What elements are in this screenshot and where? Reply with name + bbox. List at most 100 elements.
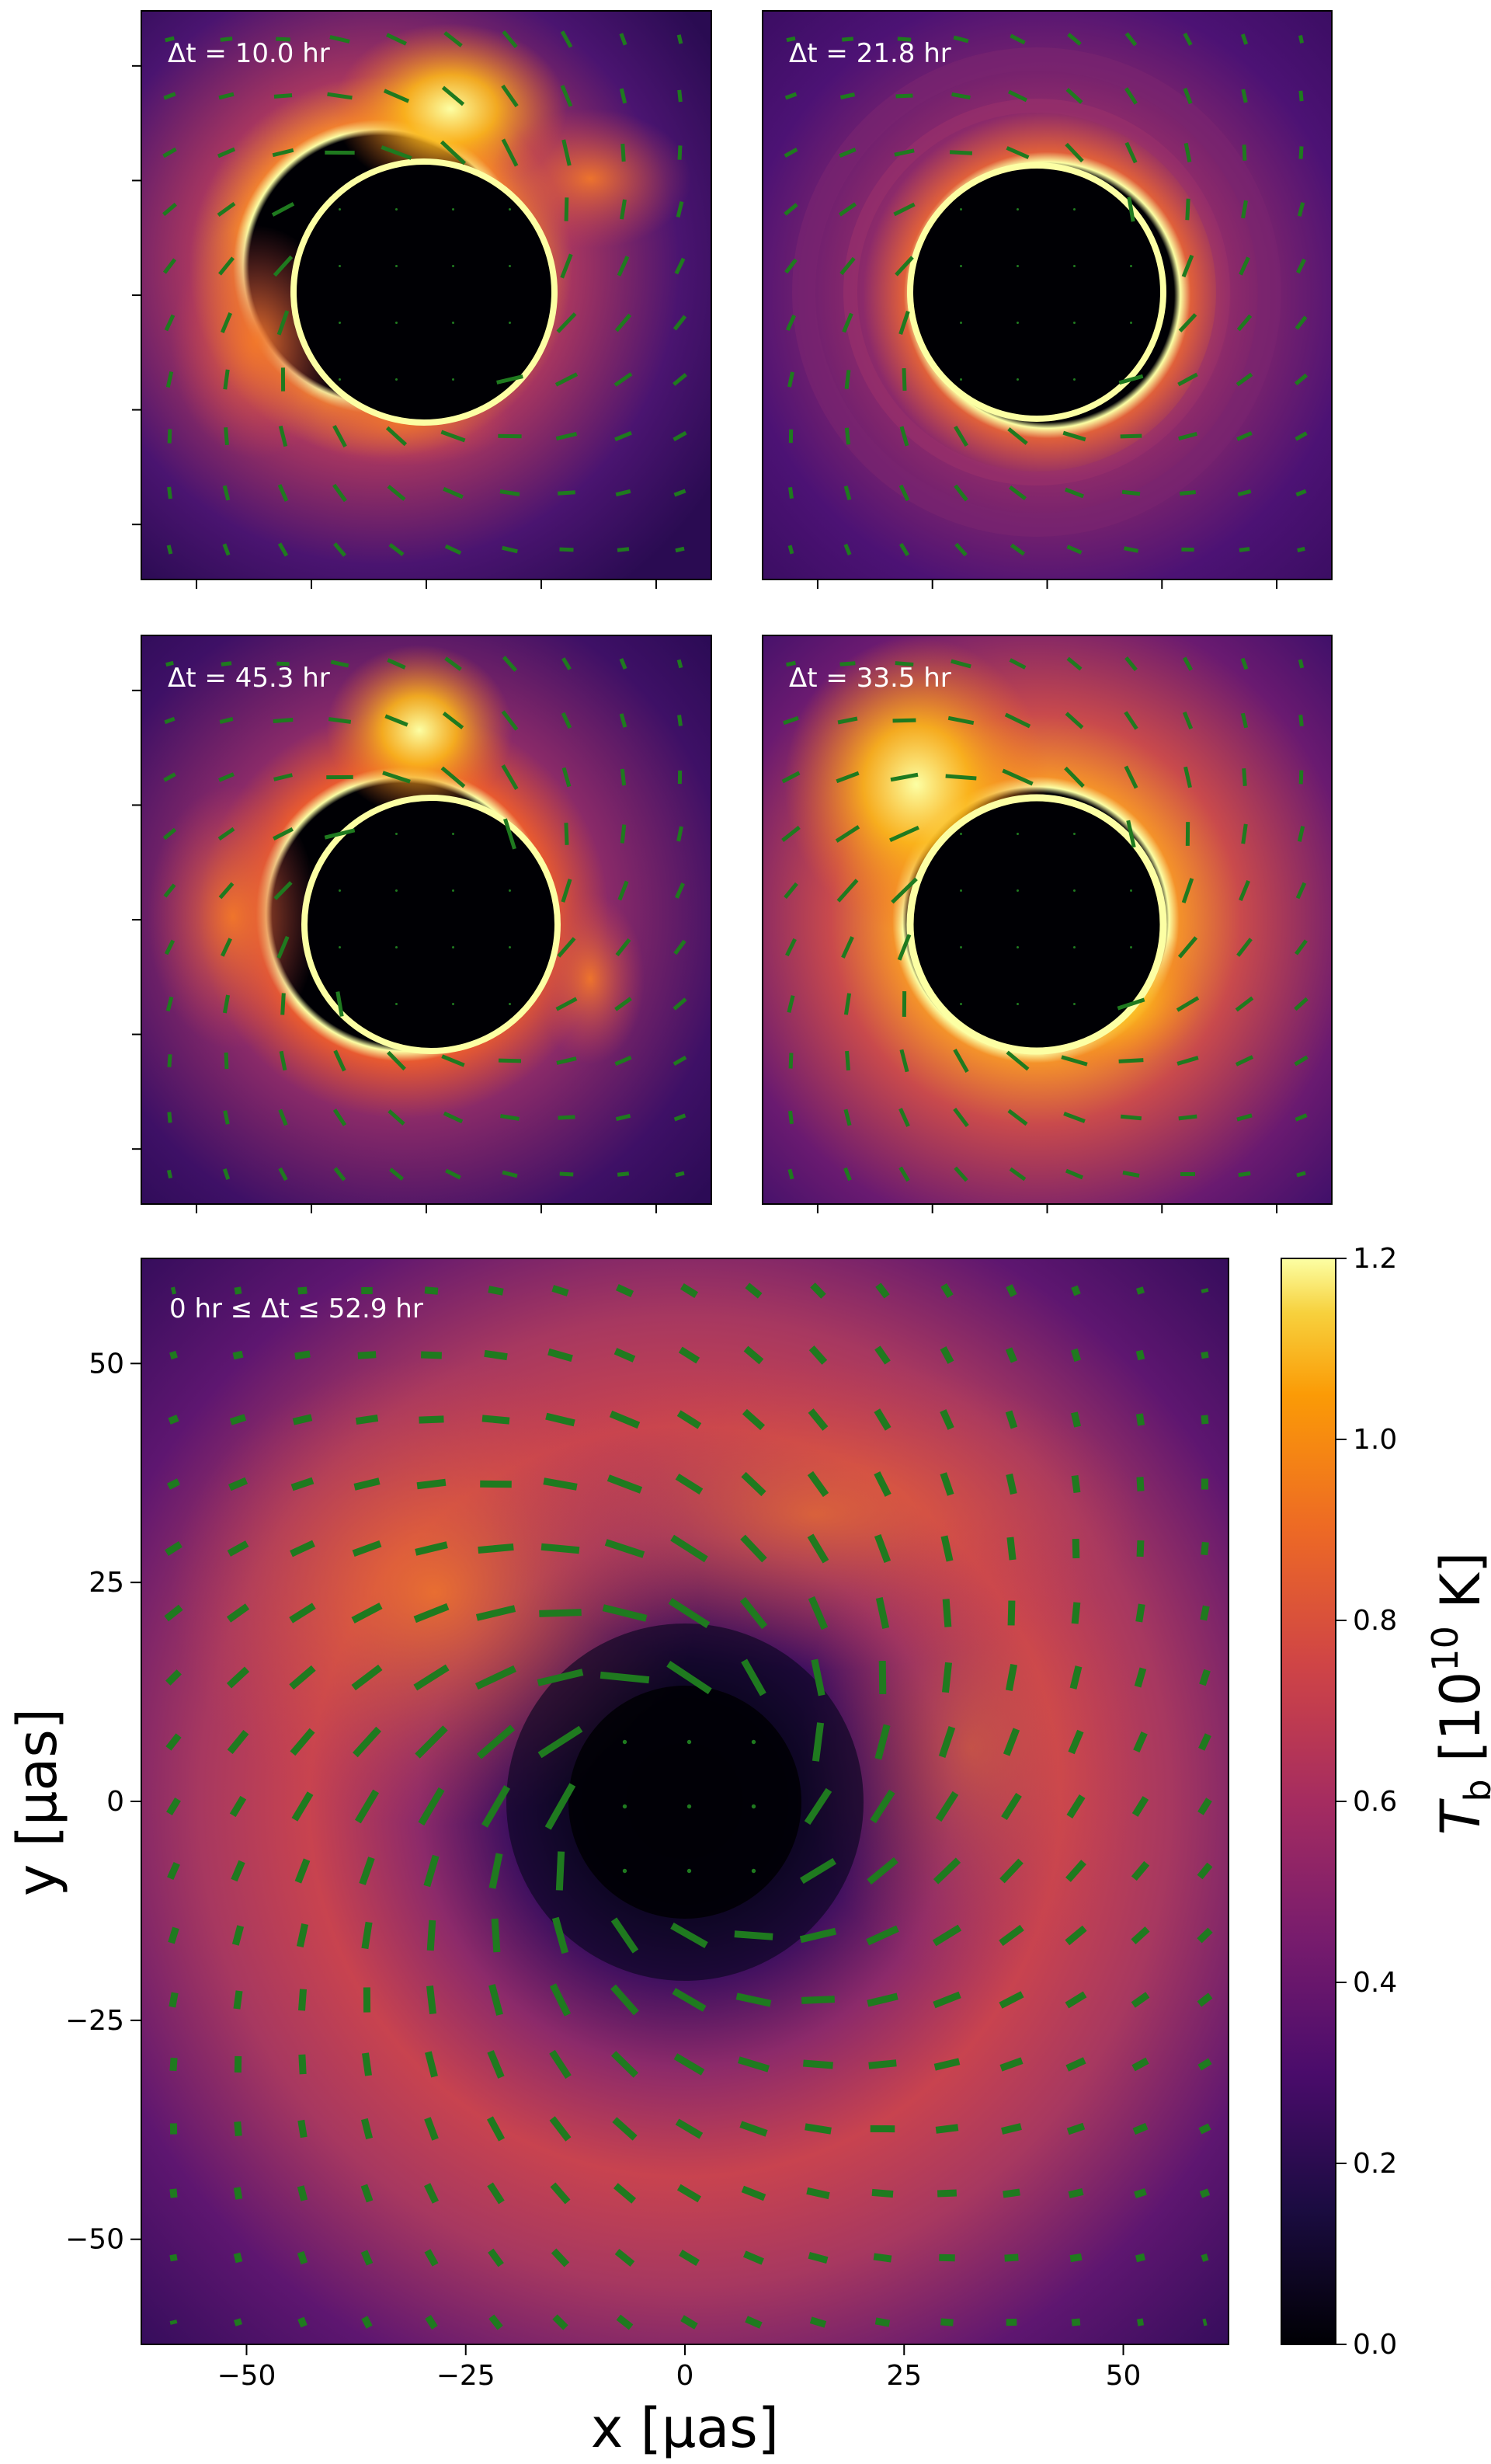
vector-avg-261 xyxy=(551,2248,570,2267)
vector-avg-183 xyxy=(999,1924,1024,1947)
vector-p2-28 xyxy=(1242,144,1247,161)
vector-p4-36 xyxy=(1126,820,1136,848)
vector-avg-174 xyxy=(426,1919,436,1951)
vector-p3-72 xyxy=(279,1050,287,1071)
vector-avg-136 xyxy=(166,1797,181,1816)
vector-p2-98 xyxy=(1239,547,1250,552)
vector-avg-76 xyxy=(670,1534,708,1563)
vector-p3-35 xyxy=(452,833,454,835)
vector-avg-99 xyxy=(1071,1602,1081,1624)
vector-p4-67 xyxy=(1176,996,1200,1012)
vector-avg-135 xyxy=(1198,1733,1211,1751)
vector-avg-36 xyxy=(292,1414,313,1425)
vector-avg-247 xyxy=(741,2185,766,2201)
vector-p4-33 xyxy=(960,833,962,835)
vector-avg-204 xyxy=(169,2057,178,2072)
vector-p4-64 xyxy=(1017,1003,1019,1005)
vector-p1-96 xyxy=(502,545,518,554)
vector-p2-81 xyxy=(843,485,852,500)
vector-avg-162 xyxy=(751,1868,756,1874)
panel-4 xyxy=(763,635,1332,1204)
vector-avg-88 xyxy=(351,1603,383,1624)
vector-p4-61 xyxy=(843,993,852,1015)
vector-p2-55 xyxy=(1073,322,1076,324)
vector-p4-91 xyxy=(843,1167,852,1182)
vector-avg-113 xyxy=(878,1660,887,1695)
vector-p2-34 xyxy=(1017,208,1019,211)
vector-p3-66 xyxy=(509,1003,511,1005)
vector-avg-271 xyxy=(1201,2253,1209,2262)
vector-avg-84 xyxy=(1201,1541,1209,1556)
y-tick-label-2: 0 xyxy=(106,1786,124,1818)
panel-4-label: Δt = 33.5 hr xyxy=(789,663,951,694)
vector-avg-184 xyxy=(1065,1925,1087,1946)
vector-p3-46 xyxy=(509,889,511,892)
vector-avg-17 xyxy=(169,1350,178,1360)
vector-avg-206 xyxy=(298,2054,307,2075)
vector-p4-44 xyxy=(1017,889,1019,892)
colorbar xyxy=(1281,1258,1336,2345)
vector-p3-36 xyxy=(503,818,516,850)
vector-p1-32 xyxy=(271,202,295,217)
vector-p3-59 xyxy=(673,939,686,955)
vector-p2-31 xyxy=(838,202,857,217)
vector-avg-72 xyxy=(415,1541,448,1556)
vector-avg-177 xyxy=(610,1917,639,1954)
vector-p1-45 xyxy=(452,265,454,267)
vector-avg-58 xyxy=(606,1474,643,1494)
vector-avg-6 xyxy=(551,1285,569,1296)
vector-p3-65 xyxy=(452,1003,454,1005)
vector-avg-196 xyxy=(735,1992,772,2007)
polarization-vectors-1 xyxy=(162,30,687,557)
vector-p1-94 xyxy=(388,542,405,557)
cb-tick-label-3: 0.6 xyxy=(1353,1786,1397,1818)
vector-p2-44 xyxy=(1017,265,1019,267)
vector-p1-90 xyxy=(166,545,173,555)
vector-avg-268 xyxy=(1004,2253,1019,2262)
vector-p2-42 xyxy=(895,256,914,277)
panel-3-label: Δt = 45.3 hr xyxy=(168,663,330,694)
vector-p3-81 xyxy=(223,1110,230,1125)
vector-p1-89 xyxy=(673,489,686,497)
vector-avg-11 xyxy=(875,1282,890,1299)
vector-p3-88 xyxy=(615,1113,631,1122)
vector-p2-94 xyxy=(1010,543,1026,556)
vector-avg-266 xyxy=(873,2253,892,2263)
vector-p1-20 xyxy=(162,147,177,158)
vector-p4-56 xyxy=(1130,946,1132,948)
vector-avg-272 xyxy=(169,2320,178,2325)
vector-p4-46 xyxy=(1130,889,1132,892)
vector-p3-48 xyxy=(617,880,629,901)
vector-avg-225 xyxy=(424,2117,439,2141)
vector-p1-1 xyxy=(220,37,233,42)
vector-avg-241 xyxy=(360,2184,374,2203)
vector-p1-24 xyxy=(381,145,412,160)
vector-avg-86 xyxy=(226,1603,250,1623)
vector-p2-32 xyxy=(893,202,916,217)
vector-p3-15 xyxy=(442,712,464,729)
vector-p3-50 xyxy=(164,939,176,955)
vector-avg-18 xyxy=(232,1350,244,1360)
x-tick-label-3: 25 xyxy=(886,2360,922,2392)
vector-p1-15 xyxy=(441,85,465,106)
vector-p1-5 xyxy=(443,31,463,47)
vector-avg-80 xyxy=(940,1535,954,1562)
vector-avg-244 xyxy=(550,2182,571,2205)
cb-tick-label-5: 1.0 xyxy=(1353,1424,1397,1456)
vector-avg-90 xyxy=(475,1605,516,1621)
vector-avg-154 xyxy=(231,1860,245,1882)
vector-p2-39 xyxy=(1297,202,1305,217)
vector-avg-122 xyxy=(353,1726,381,1758)
vector-avg-78 xyxy=(807,1533,829,1564)
vector-p1-55 xyxy=(452,322,454,324)
vector-p1-19 xyxy=(677,89,683,103)
vector-p1-56 xyxy=(509,322,511,324)
vector-p4-28 xyxy=(1242,768,1247,786)
vector-p3-44 xyxy=(395,889,398,892)
x-tick-label-1: −25 xyxy=(436,2360,495,2392)
vector-avg-126 xyxy=(622,1739,627,1745)
vector-avg-8 xyxy=(679,1282,699,1299)
y-axis-label: y [μas] xyxy=(5,1708,69,1896)
vector-avg-257 xyxy=(297,2250,308,2265)
vector-avg-28 xyxy=(874,1345,891,1365)
